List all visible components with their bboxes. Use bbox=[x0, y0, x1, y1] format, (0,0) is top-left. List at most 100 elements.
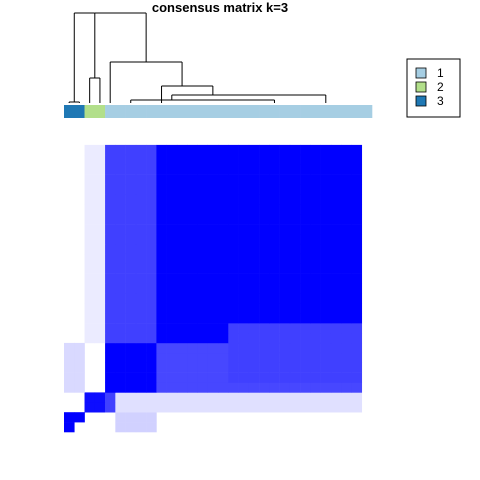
heatmap-cell bbox=[330, 263, 342, 274]
heatmap-cell bbox=[146, 234, 157, 245]
heatmap-cell bbox=[94, 204, 106, 215]
heatmap-cell bbox=[187, 164, 198, 175]
heatmap-cell bbox=[300, 214, 311, 225]
heatmap-cell bbox=[310, 402, 321, 413]
heatmap-cell bbox=[105, 253, 116, 264]
heatmap-cell bbox=[310, 323, 321, 334]
heatmap-cell bbox=[351, 303, 363, 314]
heatmap-cell bbox=[310, 392, 321, 403]
heatmap-cell bbox=[125, 154, 137, 165]
heatmap-cell bbox=[166, 174, 178, 185]
heatmap-cell bbox=[94, 303, 106, 314]
class-bar-cell bbox=[279, 105, 291, 118]
heatmap-cell bbox=[176, 293, 188, 304]
heatmap-cell bbox=[84, 234, 96, 245]
heatmap-cell bbox=[105, 204, 116, 215]
heatmap-cell bbox=[300, 352, 311, 363]
heatmap-cell bbox=[310, 382, 321, 393]
heatmap-cell bbox=[351, 333, 363, 344]
heatmap-cell bbox=[341, 154, 352, 165]
heatmap-cell bbox=[228, 313, 239, 324]
heatmap-cell bbox=[351, 342, 363, 354]
heatmap-cell bbox=[187, 214, 198, 225]
heatmap-cell bbox=[310, 273, 321, 284]
heatmap-cell bbox=[279, 283, 291, 294]
heatmap-cell bbox=[176, 273, 188, 284]
heatmap-cell bbox=[125, 313, 137, 324]
heatmap-cell bbox=[187, 313, 198, 324]
heatmap-cell bbox=[228, 283, 239, 294]
heatmap-cell bbox=[269, 263, 280, 274]
heatmap-cell bbox=[197, 352, 209, 363]
heatmap-cell bbox=[156, 402, 167, 413]
heatmap-cell bbox=[156, 313, 167, 324]
heatmap-cell bbox=[300, 402, 311, 413]
heatmap-cell bbox=[228, 234, 239, 245]
heatmap-cell bbox=[351, 204, 363, 215]
heatmap-cell bbox=[228, 362, 239, 373]
heatmap-cell bbox=[341, 392, 352, 403]
heatmap-cell bbox=[238, 303, 250, 314]
heatmap-cell bbox=[289, 154, 301, 165]
heatmap-cell bbox=[166, 204, 178, 215]
heatmap-cell bbox=[166, 293, 178, 304]
heatmap-cell bbox=[115, 333, 126, 344]
heatmap-cell bbox=[125, 253, 137, 264]
heatmap-cell bbox=[187, 174, 198, 185]
heatmap-cell bbox=[105, 303, 116, 314]
heatmap-cell bbox=[330, 204, 342, 215]
heatmap-cell bbox=[156, 174, 167, 185]
heatmap-cell bbox=[197, 342, 209, 354]
heatmap-cell bbox=[259, 164, 270, 175]
heatmap-cell bbox=[156, 194, 167, 205]
class-bar-cell bbox=[351, 105, 363, 118]
heatmap-cell bbox=[218, 313, 229, 324]
heatmap-cell bbox=[135, 303, 147, 314]
heatmap-cell bbox=[146, 204, 157, 215]
heatmap-cell bbox=[156, 204, 167, 215]
heatmap-cell bbox=[166, 224, 178, 235]
heatmap-cell bbox=[289, 234, 301, 245]
heatmap-cell bbox=[156, 253, 167, 264]
heatmap-cell bbox=[94, 273, 106, 284]
heatmap-cell bbox=[135, 382, 147, 393]
heatmap-cell bbox=[166, 164, 178, 175]
heatmap-cell bbox=[135, 204, 147, 215]
heatmap-cell bbox=[64, 372, 75, 383]
heatmap-cell bbox=[320, 174, 332, 185]
heatmap-cell bbox=[187, 234, 198, 245]
heatmap-cell bbox=[341, 263, 352, 274]
heatmap-cell bbox=[279, 303, 291, 314]
heatmap-cell bbox=[84, 392, 96, 403]
heatmap-cell bbox=[269, 234, 280, 245]
heatmap-cell bbox=[187, 283, 198, 294]
heatmap-cell bbox=[289, 402, 301, 413]
heatmap-cell bbox=[125, 342, 137, 354]
heatmap-cell bbox=[176, 253, 188, 264]
class-bar-cell bbox=[197, 105, 209, 118]
heatmap-cell bbox=[310, 293, 321, 304]
heatmap-cell bbox=[146, 243, 157, 255]
heatmap-cell bbox=[330, 154, 342, 165]
heatmap-cell bbox=[84, 333, 96, 344]
heatmap-cell bbox=[320, 352, 332, 363]
class-bar-cell bbox=[125, 105, 137, 118]
heatmap-cell bbox=[330, 243, 342, 255]
heatmap-cell bbox=[94, 392, 106, 403]
heatmap-cell bbox=[300, 392, 311, 403]
heatmap-cell bbox=[238, 342, 250, 354]
heatmap-cell bbox=[289, 164, 301, 175]
legend-box bbox=[406, 58, 461, 118]
heatmap-cell bbox=[135, 323, 147, 334]
heatmap-cell bbox=[115, 224, 126, 235]
heatmap-cell bbox=[166, 323, 178, 334]
heatmap-cell bbox=[187, 263, 198, 274]
heatmap-cell bbox=[320, 323, 332, 334]
heatmap-cell bbox=[84, 253, 96, 264]
heatmap-cell bbox=[187, 144, 198, 156]
heatmap-cell bbox=[228, 352, 239, 363]
heatmap-cell bbox=[146, 333, 157, 344]
heatmap-cell bbox=[320, 144, 332, 156]
heatmap-cell bbox=[310, 342, 321, 354]
heatmap-cell bbox=[176, 352, 188, 363]
